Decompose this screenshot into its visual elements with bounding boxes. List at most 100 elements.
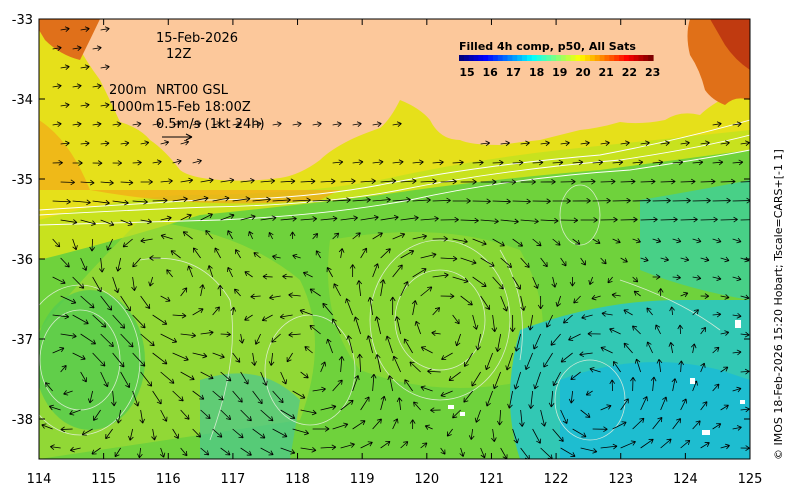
current-arrow [420, 178, 437, 185]
current-arrow [672, 159, 684, 166]
current-arrow [252, 196, 271, 203]
current-arrow [120, 140, 130, 147]
current-arrow [105, 428, 113, 440]
current-arrow [540, 140, 550, 147]
current-arrow [678, 360, 684, 373]
current-arrow [268, 232, 274, 240]
current-arrow [212, 121, 222, 127]
current-arrow [551, 276, 557, 288]
current-arrow [260, 178, 276, 184]
current-arrow [180, 371, 195, 381]
current-arrow [400, 178, 417, 184]
current-arrow [352, 197, 371, 203]
current-arrow [366, 335, 374, 354]
current-arrow [600, 443, 618, 450]
current-arrow [761, 408, 770, 413]
current-arrow [260, 371, 268, 386]
current-arrow [272, 197, 291, 203]
legend-color-cell [546, 55, 552, 61]
lon-tick-label: 118 [285, 472, 310, 487]
current-arrow [315, 250, 321, 259]
current-arrow [132, 390, 140, 407]
current-arrow [52, 346, 65, 354]
current-arrow [480, 295, 491, 310]
lon-tick-label: 119 [350, 472, 375, 487]
current-arrow [300, 178, 316, 185]
current-arrow [232, 121, 242, 127]
current-arrow [432, 272, 449, 279]
current-arrow [700, 256, 710, 263]
current-arrow [392, 232, 406, 240]
current-arrow [660, 256, 669, 262]
hot-ne-patch [710, 19, 750, 70]
mid-region-b [328, 232, 543, 388]
current-arrow [412, 233, 427, 240]
legend-tick-label: 19 [552, 66, 567, 79]
legend-tick-label: 18 [529, 66, 544, 79]
current-arrow [262, 273, 273, 280]
current-arrow [80, 140, 90, 147]
current-arrow [148, 276, 154, 287]
current-arrow [240, 214, 256, 221]
legend-color-cell [619, 55, 625, 61]
legend-color-cell [560, 55, 567, 61]
current-arrow [60, 26, 70, 32]
current-arrow [543, 352, 553, 368]
current-arrow [312, 426, 330, 432]
current-arrow [271, 333, 281, 343]
current-arrow [660, 438, 672, 449]
current-arrow [272, 254, 281, 260]
current-arrow [400, 281, 409, 297]
current-arrow [753, 198, 771, 203]
current-arrow [172, 196, 188, 203]
current-arrow [613, 361, 621, 373]
current-arrow [248, 231, 254, 240]
current-arrow [712, 197, 731, 204]
current-arrow [385, 335, 394, 354]
legend-color-cell [614, 55, 620, 61]
current-arrow [92, 45, 102, 51]
current-arrow [132, 159, 142, 166]
current-arrow [272, 390, 284, 404]
current-arrow [560, 409, 568, 424]
current-arrow [581, 314, 593, 320]
map-date: 15-Feb-2026 [156, 31, 238, 46]
current-arrow [412, 197, 431, 203]
current-arrow [182, 231, 193, 240]
credit-text: © IMOS 18-Feb-2026 15:20 Hobart; Tscale=… [772, 149, 785, 460]
current-arrow [552, 428, 564, 442]
current-arrow [404, 379, 413, 392]
current-arrow [720, 443, 730, 450]
current-arrow [700, 293, 710, 299]
lat-tick-label: -36 [12, 253, 33, 268]
current-arrow [353, 316, 362, 335]
current-arrow [533, 371, 542, 390]
current-arrow [512, 198, 531, 205]
current-arrow [60, 365, 67, 373]
current-arrow [580, 178, 596, 185]
current-arrow [655, 324, 661, 335]
current-arrow [753, 122, 762, 127]
color-legend: Filled 4h comp, p50, All Sats 15 16 17 18 19… [459, 40, 660, 79]
current-arrow [232, 390, 243, 403]
current-arrow [680, 256, 690, 262]
current-arrow [572, 428, 587, 438]
legend-color-cell [580, 55, 586, 61]
current-arrow [589, 367, 601, 373]
current-arrow [472, 276, 487, 287]
legend-color-cell [609, 55, 615, 61]
current-arrow [448, 371, 461, 381]
current-arrow [660, 396, 668, 411]
legend-colorbar [459, 55, 654, 61]
current-arrow [392, 264, 403, 278]
current-arrow [732, 386, 742, 393]
current-arrow [480, 447, 486, 459]
current-arrow [652, 274, 661, 280]
current-arrow [592, 238, 601, 244]
current-arrow [753, 238, 761, 243]
current-arrow [220, 331, 231, 338]
current-arrow [700, 442, 710, 449]
current-arrow [340, 399, 354, 411]
legend-color-cell [488, 55, 494, 61]
current-arrow [400, 441, 409, 449]
